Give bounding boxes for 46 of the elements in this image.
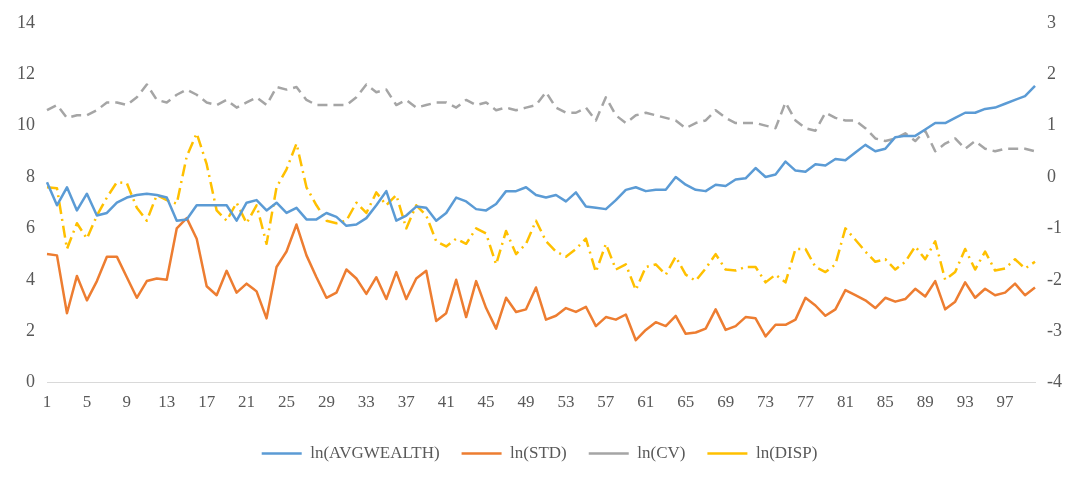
y-tick-label: 8: [26, 165, 35, 186]
y-tick-label: 4: [26, 268, 35, 289]
x-tick-label: 93: [956, 392, 974, 412]
x-tick-label: 97: [996, 392, 1015, 412]
y-tick-label: 2: [26, 319, 35, 340]
x-tick-label: 9: [122, 392, 132, 412]
x-tick-label: 25: [278, 392, 296, 412]
x-tick-label: 33: [357, 392, 375, 412]
y2-tick-label: 3: [1047, 11, 1057, 32]
x-tick-label: 37: [397, 392, 416, 412]
x-tick-label: 45: [477, 392, 495, 412]
x-tick-label: 13: [158, 392, 176, 412]
x-tick-label: 89: [916, 392, 934, 412]
y2-tick-label: 0: [1047, 165, 1057, 186]
x-tick-label: 69: [717, 392, 735, 412]
x-tick-label: 49: [517, 392, 535, 412]
legend-label: ln(AVGWEALTH): [310, 442, 440, 462]
y2-tick-label: 1: [1047, 114, 1057, 135]
y-tick-label: 6: [26, 217, 35, 238]
x-tick-label: 61: [637, 392, 655, 412]
y2-tick-label: -1: [1047, 217, 1063, 238]
x-tick-label: 53: [557, 392, 575, 412]
x-tick-label: 85: [876, 392, 894, 412]
y2-tick-label: -3: [1047, 319, 1063, 340]
x-tick-label: 41: [437, 392, 455, 412]
y2-tick-label: -4: [1047, 371, 1063, 392]
x-tick-label: 77: [796, 392, 815, 412]
line-series: [45, 83, 1037, 153]
y-tick-label: 0: [26, 371, 35, 392]
legend-label: ln(CV): [637, 442, 686, 462]
legend-label: ln(DISP): [755, 442, 818, 462]
legend-label: ln(STD): [510, 442, 567, 462]
x-tick-label: 73: [757, 392, 775, 412]
x-tick-label: 81: [836, 392, 854, 412]
y-tick-label: 10: [17, 114, 35, 135]
x-tick-label: 17: [198, 392, 216, 412]
y-tick-label: 14: [17, 11, 35, 32]
x-tick-label: 21: [238, 392, 256, 412]
y2-tick-label: 2: [1047, 62, 1057, 83]
y-tick-label: 12: [17, 62, 35, 83]
x-tick-label: 1: [42, 392, 52, 412]
x-tick-label: 5: [82, 392, 92, 412]
x-tick-label: 29: [317, 392, 335, 412]
y2-tick-label: -2: [1047, 268, 1063, 289]
x-tick-label: 57: [597, 392, 615, 412]
x-tick-label: 65: [677, 392, 695, 412]
